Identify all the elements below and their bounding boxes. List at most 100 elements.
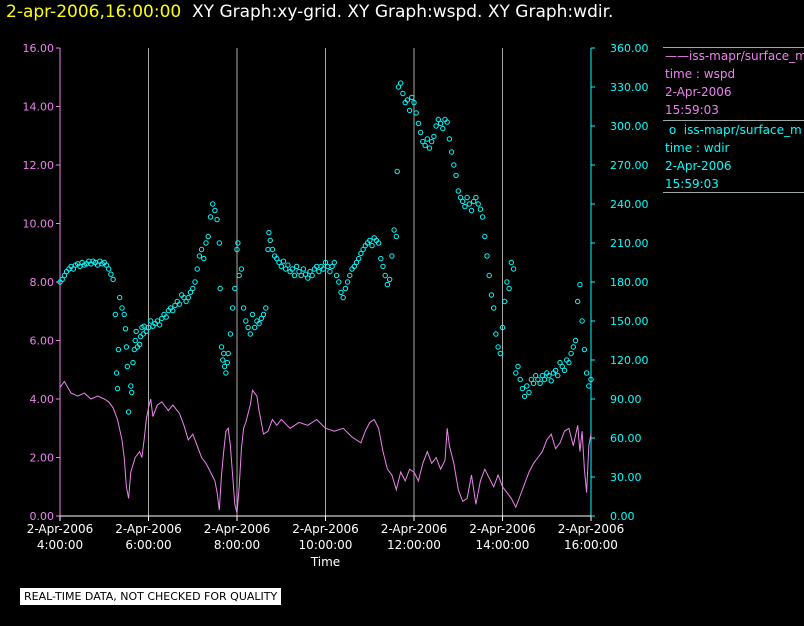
y-tick-label-left: 2.00 <box>30 452 55 465</box>
data-point-wdir <box>148 318 154 324</box>
data-point-wdir <box>305 275 311 281</box>
data-point-wdir <box>265 246 271 253</box>
data-point-wdir <box>114 385 121 392</box>
data-point-wdir <box>479 214 486 220</box>
data-point-wdir <box>224 359 231 366</box>
data-point-wdir <box>185 294 192 301</box>
y-tick-label-left: 16.00 <box>23 42 55 55</box>
legend-series-name: iss-mapr/surface_m <box>683 123 802 137</box>
y-tick-label-left: 10.00 <box>23 218 55 231</box>
data-point-wdir <box>133 328 139 335</box>
data-point-wdir <box>466 201 472 207</box>
data-point-wdir <box>140 331 146 337</box>
data-point-wdir <box>552 367 559 374</box>
data-point-wdir <box>420 138 426 145</box>
legend-divider <box>663 120 804 121</box>
x-tick-time: 8:00:00 <box>214 538 260 552</box>
data-point-wdir <box>183 298 189 305</box>
data-point-wdir <box>121 311 127 318</box>
data-point-wdir <box>431 133 437 140</box>
data-point-wdir <box>344 279 351 285</box>
data-point-wdir <box>117 294 123 301</box>
data-point-wdir <box>570 344 576 350</box>
legend-divider <box>663 47 804 48</box>
data-point-wdir <box>176 301 183 307</box>
data-point-wdir <box>221 363 228 370</box>
data-point-wdir <box>473 194 479 201</box>
y-tick-label-right: 270.00 <box>610 159 649 172</box>
data-point-wdir <box>216 240 223 246</box>
data-point-wdir <box>210 201 216 207</box>
data-point-wdir <box>247 331 254 337</box>
data-point-wdir <box>220 357 226 363</box>
y-tick-label-left: 6.00 <box>30 335 55 348</box>
data-point-wdir <box>340 294 346 301</box>
data-point-wdir <box>422 142 428 149</box>
data-point-wdir <box>163 314 169 320</box>
data-point-wdir <box>415 120 422 127</box>
data-point-wdir <box>156 322 163 328</box>
x-tick-time: 12:00:00 <box>387 538 441 552</box>
data-point-wdir <box>583 370 590 376</box>
legend-field: time : wspd <box>665 67 736 81</box>
legend-series-name: iss-mapr/surface_m <box>689 49 804 63</box>
data-point-wdir <box>316 268 322 275</box>
data-point-wdir <box>110 276 116 283</box>
data-point-wdir <box>347 272 353 279</box>
y-tick-label-right: 360.00 <box>610 42 649 55</box>
data-point-wdir <box>132 337 138 344</box>
data-point-wdir <box>196 253 203 259</box>
data-point-wdir <box>488 292 495 298</box>
y-tick-label-left: 14.00 <box>23 101 55 114</box>
data-point-wdir <box>559 363 565 370</box>
data-point-wdir <box>170 307 176 314</box>
y-tick-label-right: 90.00 <box>610 393 642 406</box>
data-point-wdir <box>106 266 112 272</box>
data-point-wdir <box>541 376 548 383</box>
data-point-wdir <box>568 350 574 357</box>
x-tick-date: 2-Apr-2006 <box>381 522 448 536</box>
data-point-wdir <box>444 119 450 125</box>
legend-time: 15:59:03 <box>665 177 719 191</box>
data-point-wdir <box>440 125 446 132</box>
circle-marker-icon: o <box>665 123 684 137</box>
data-point-wdir <box>278 263 284 270</box>
data-point-wdir <box>395 84 402 90</box>
data-point-wdir <box>521 393 528 400</box>
data-point-wdir <box>510 266 517 272</box>
data-point-wdir <box>125 409 132 415</box>
data-point-wdir <box>517 376 523 383</box>
data-point-wdir <box>336 279 342 285</box>
data-point-wdir <box>353 259 360 266</box>
data-point-wdir <box>537 380 543 387</box>
data-point-wdir <box>387 276 393 283</box>
data-point-wdir <box>555 372 561 379</box>
data-point-wdir <box>263 305 269 311</box>
data-point-wdir <box>471 198 477 205</box>
y-tick-label-left: 8.00 <box>30 276 55 289</box>
data-point-wdir <box>566 359 572 366</box>
data-point-wdir <box>586 383 592 389</box>
data-point-wdir <box>154 318 161 324</box>
data-point-wdir <box>495 344 501 350</box>
data-point-wdir <box>238 266 245 272</box>
series-line-wspd <box>59 380 592 514</box>
data-point-wdir <box>482 233 488 240</box>
line-swatch: —— <box>665 49 689 63</box>
data-point-wdir <box>588 376 594 383</box>
data-point-wdir <box>477 206 484 212</box>
data-point-wdir <box>572 337 579 344</box>
y-tick-label-right: 300.00 <box>610 120 649 133</box>
y-tick-label-right: 240.00 <box>610 198 649 211</box>
data-point-wdir <box>331 259 337 266</box>
data-point-wdir <box>327 268 333 275</box>
data-point-wdir <box>524 383 530 389</box>
data-point-wdir <box>194 266 200 272</box>
data-point-wdir <box>221 350 227 357</box>
data-point-wdir <box>360 246 366 253</box>
y-tick-label-right: 60.00 <box>610 432 642 445</box>
data-point-wdir <box>112 311 119 318</box>
data-point-wdir <box>493 331 499 337</box>
data-point-wdir <box>535 376 541 383</box>
